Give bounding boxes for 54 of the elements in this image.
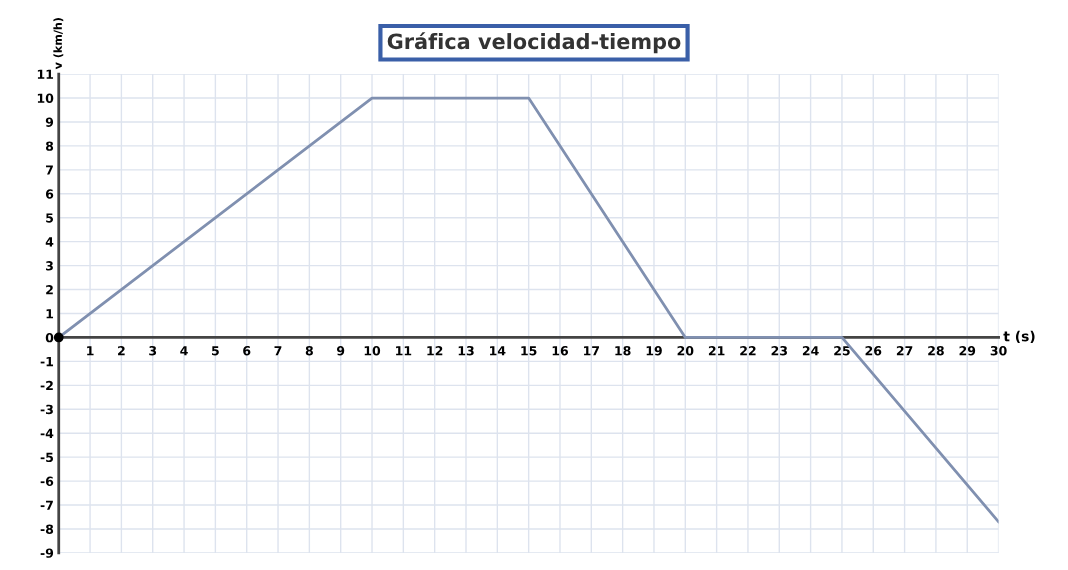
x-tick-label: 16 xyxy=(552,346,569,356)
x-tick-label: 4 xyxy=(180,346,188,356)
x-tick-label: 20 xyxy=(677,345,694,356)
y-tick-label: -4 xyxy=(40,428,54,438)
x-tick-label: 13 xyxy=(458,345,474,356)
x-tick-label: 3 xyxy=(149,345,157,356)
x-tick-label: 25 xyxy=(834,345,850,356)
y-tick-label: 5 xyxy=(46,213,54,223)
y-tick-label: 6 xyxy=(45,189,54,199)
y-tick-label: 7 xyxy=(46,165,53,175)
y-tick-label: 8 xyxy=(45,141,54,151)
y-tick-label: 1 xyxy=(46,309,54,319)
y-tick-label: -7 xyxy=(40,500,53,510)
y-axis-title: v (km/h) xyxy=(53,18,64,70)
y-tick-label: 4 xyxy=(45,237,54,247)
x-tick-label: 30 xyxy=(990,345,1007,356)
y-tick-label: -2 xyxy=(40,380,53,391)
x-tick-label: 26 xyxy=(865,345,882,356)
x-tick-label: 17 xyxy=(584,346,600,356)
x-tick-label: 29 xyxy=(959,345,976,356)
x-tick-label: 22 xyxy=(740,345,756,356)
x-tick-label: 27 xyxy=(896,345,913,356)
x-tick-label: 24 xyxy=(802,345,819,356)
x-axis-title: t (s) xyxy=(1003,330,1035,344)
x-tick-label: 7 xyxy=(274,346,282,356)
y-tick-label: -9 xyxy=(40,548,54,558)
x-tick-label: 14 xyxy=(490,346,506,356)
y-tick-label: -3 xyxy=(40,404,53,415)
y-tick-label: 3 xyxy=(46,261,53,271)
x-tick-label: 5 xyxy=(212,346,219,356)
x-tick-label: 11 xyxy=(396,346,412,356)
y-tick-label: -8 xyxy=(40,524,54,534)
x-tick-label: 21 xyxy=(708,345,725,356)
x-tick-label: 9 xyxy=(336,346,345,356)
x-tick-label: 15 xyxy=(521,346,537,356)
x-tick-label: 19 xyxy=(646,346,662,356)
x-tick-label: 10 xyxy=(364,345,381,356)
y-tick-label: 10 xyxy=(37,93,54,103)
y-tick-label: -5 xyxy=(40,452,54,463)
x-tick-label: 28 xyxy=(928,345,944,356)
x-tick-label: 12 xyxy=(427,345,443,356)
y-tick-label: 0 xyxy=(45,332,54,343)
y-tick-label: -6 xyxy=(40,476,54,487)
chart-title: Gráfica velocidad-tiempo xyxy=(387,32,681,54)
y-tick-label: -1 xyxy=(40,357,54,367)
x-tick-label: 18 xyxy=(615,345,631,356)
y-tick-label: 2 xyxy=(46,285,53,295)
x-tick-label: 2 xyxy=(118,345,125,356)
y-tick-label: 9 xyxy=(45,117,54,127)
y-tick-label: 11 xyxy=(37,69,54,79)
x-tick-label: 23 xyxy=(771,345,787,356)
x-tick-label: 1 xyxy=(87,346,94,356)
x-tick-label: 6 xyxy=(243,346,251,356)
x-tick-label: 8 xyxy=(305,345,313,356)
